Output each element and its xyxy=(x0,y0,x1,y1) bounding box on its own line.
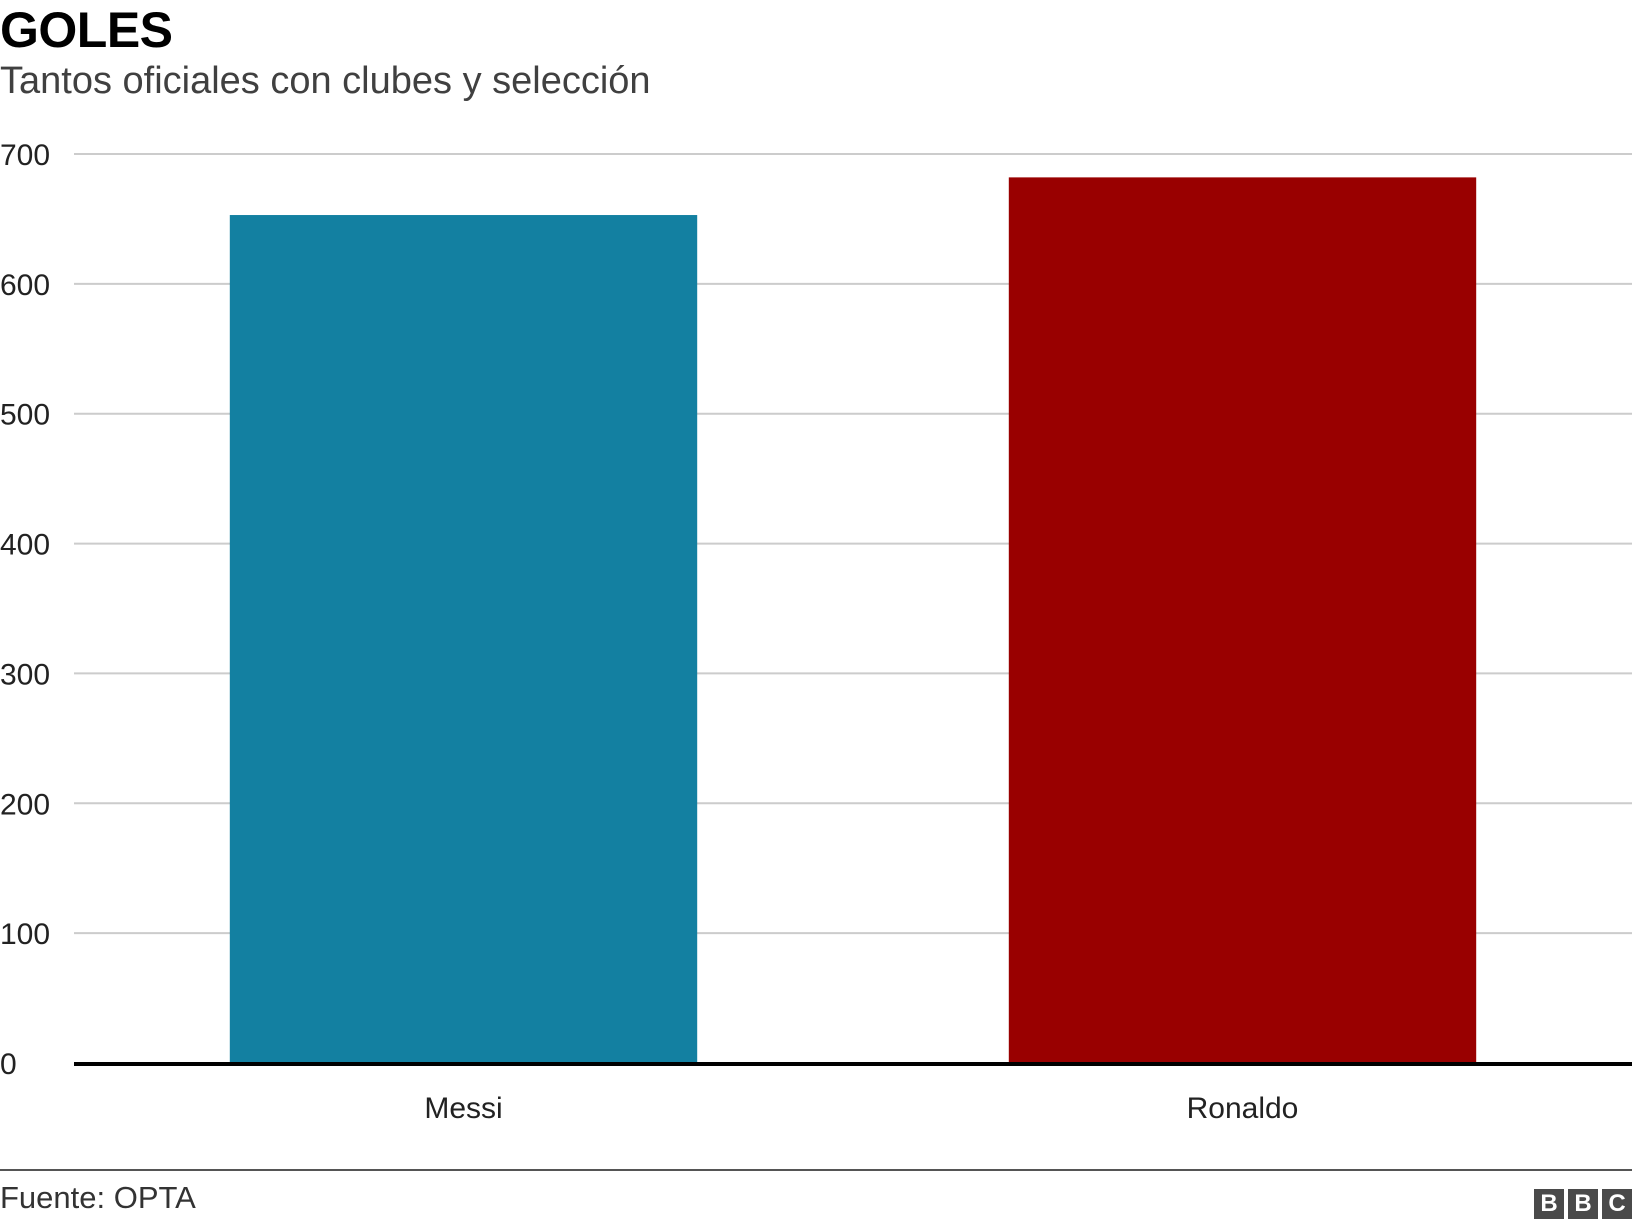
y-tick-label-700: 700 xyxy=(0,139,50,172)
bar-ronaldo xyxy=(1008,177,1477,1064)
bars xyxy=(229,177,1477,1064)
y-tick-label-500: 500 xyxy=(0,399,50,432)
y-tick-label-300: 300 xyxy=(0,658,50,691)
bbc-logo-block-3: C xyxy=(1602,1189,1632,1219)
y-tick-label-100: 100 xyxy=(0,918,50,951)
bar-chart: 0 100 200 300 400 500 600 700 Messi Ronaldo xyxy=(0,139,1632,1125)
source-note: Fuente: OPTA xyxy=(0,1180,196,1215)
y-axis-tick-labels: 0 100 200 300 400 500 600 700 xyxy=(0,139,50,1081)
x-axis-category-labels: Messi Ronaldo xyxy=(424,1092,1298,1125)
bbc-logo: B B C xyxy=(1534,1189,1632,1219)
footer-divider xyxy=(0,1169,1632,1171)
y-tick-label-400: 400 xyxy=(0,529,50,562)
bbc-logo-block-1: B xyxy=(1534,1189,1564,1219)
y-tick-label-600: 600 xyxy=(0,269,50,302)
y-tick-label-200: 200 xyxy=(0,788,50,821)
chart-title: GOLES xyxy=(0,2,173,58)
chart-subtitle: Tantos oficiales con clubes y selección xyxy=(0,60,651,102)
bar-messi xyxy=(229,215,698,1064)
y-tick-label-0: 0 xyxy=(0,1048,17,1081)
bbc-logo-block-2: B xyxy=(1568,1189,1598,1219)
x-category-label-messi: Messi xyxy=(424,1092,502,1125)
x-category-label-ronaldo: Ronaldo xyxy=(1187,1092,1299,1125)
